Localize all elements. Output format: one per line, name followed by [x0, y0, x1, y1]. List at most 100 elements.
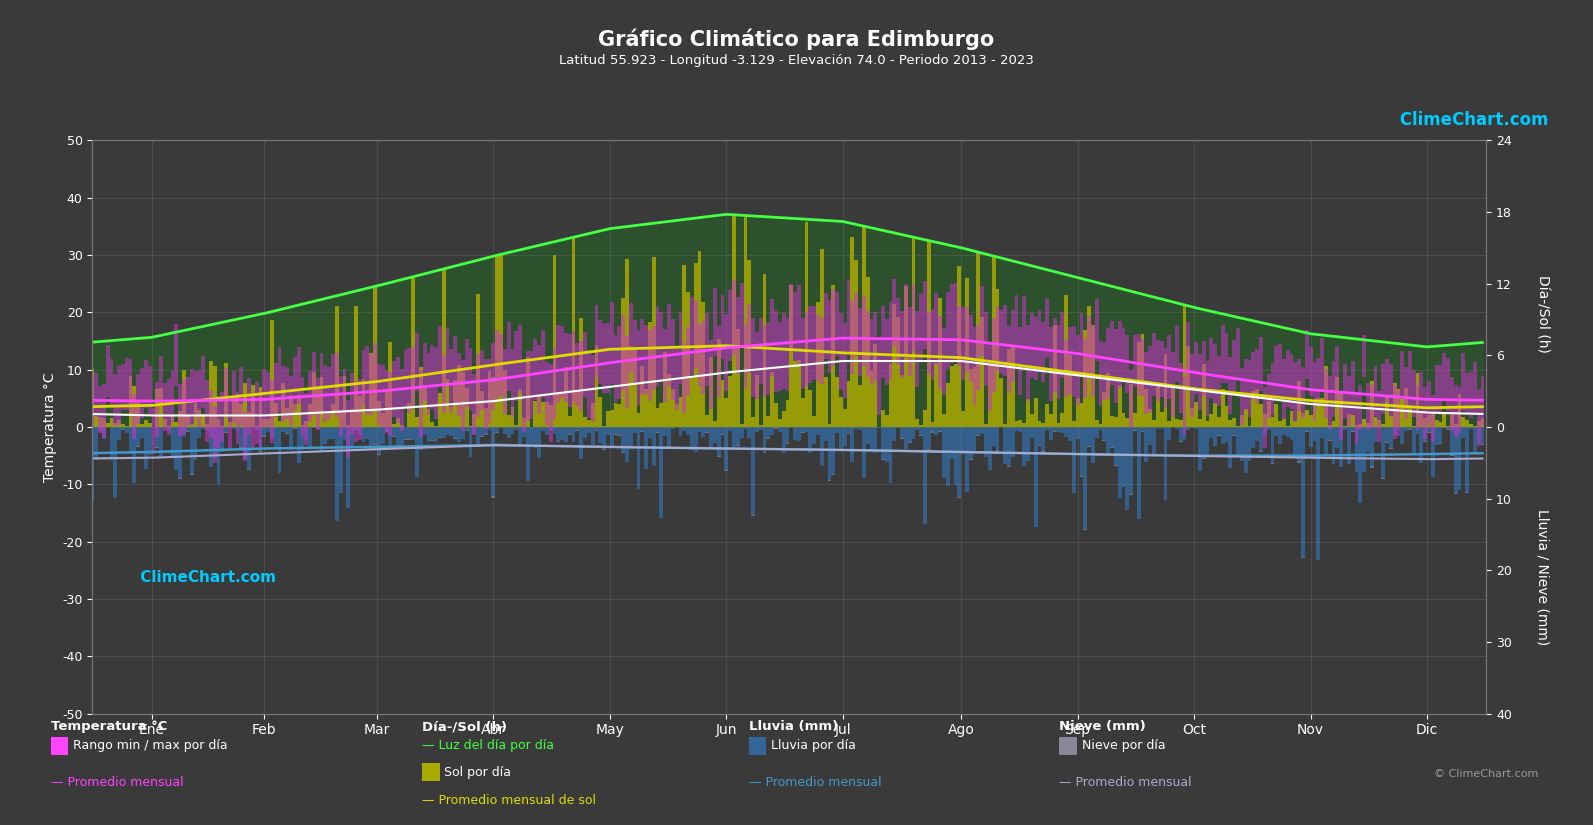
Bar: [755, 332, 758, 398]
Bar: [763, 427, 766, 452]
Bar: [695, 301, 698, 368]
Bar: [323, 414, 327, 427]
Bar: [1141, 339, 1144, 396]
Bar: [1056, 422, 1061, 427]
Bar: [892, 279, 897, 347]
Bar: [903, 427, 908, 449]
Bar: [892, 427, 897, 441]
Bar: [774, 403, 777, 427]
Bar: [507, 427, 511, 437]
Bar: [679, 427, 682, 436]
Bar: [613, 335, 618, 403]
Bar: [282, 384, 285, 427]
Bar: [679, 397, 682, 427]
Bar: [663, 351, 667, 427]
Bar: [1359, 385, 1362, 431]
Bar: [1389, 364, 1392, 417]
Bar: [1332, 421, 1335, 427]
Bar: [1064, 427, 1069, 436]
Bar: [1438, 422, 1442, 427]
Bar: [492, 342, 495, 410]
Bar: [526, 351, 529, 421]
Bar: [656, 432, 660, 433]
Bar: [954, 427, 957, 485]
Bar: [408, 348, 411, 413]
Bar: [690, 297, 695, 375]
Bar: [1466, 421, 1469, 427]
Bar: [1392, 383, 1397, 427]
Bar: [1373, 427, 1378, 441]
Bar: [198, 427, 201, 438]
Bar: [548, 427, 553, 431]
Bar: [618, 403, 621, 427]
Bar: [1365, 427, 1370, 452]
Bar: [1354, 394, 1359, 444]
Bar: [378, 400, 381, 427]
Bar: [1015, 427, 1018, 431]
Bar: [1026, 325, 1031, 401]
Bar: [911, 237, 916, 427]
Bar: [277, 427, 282, 474]
Bar: [1129, 384, 1133, 427]
Bar: [1094, 299, 1099, 361]
Bar: [999, 310, 1004, 375]
Bar: [1069, 356, 1072, 427]
Bar: [793, 427, 796, 440]
Bar: [102, 384, 105, 437]
Bar: [384, 427, 389, 431]
Bar: [1064, 295, 1069, 427]
Bar: [1206, 361, 1209, 416]
Bar: [1365, 422, 1370, 427]
Bar: [801, 398, 804, 427]
Bar: [1198, 418, 1201, 427]
Bar: [961, 307, 965, 380]
Bar: [105, 346, 110, 398]
Bar: [1195, 342, 1198, 394]
Text: Día-/Sol (h): Día-/Sol (h): [1536, 275, 1548, 352]
Bar: [824, 377, 827, 427]
Bar: [1359, 427, 1362, 503]
Bar: [935, 427, 938, 435]
Bar: [1137, 334, 1141, 395]
Bar: [1392, 385, 1397, 439]
Bar: [1086, 305, 1091, 427]
Bar: [908, 427, 911, 442]
Text: — Promedio mensual: — Promedio mensual: [1059, 776, 1192, 789]
Bar: [293, 427, 296, 428]
Bar: [441, 356, 446, 412]
Bar: [556, 325, 561, 403]
Bar: [479, 436, 484, 437]
Bar: [301, 427, 304, 450]
Bar: [217, 427, 220, 484]
Bar: [350, 409, 354, 427]
Bar: [1354, 427, 1359, 472]
Bar: [1195, 402, 1198, 427]
Bar: [335, 353, 339, 417]
Bar: [884, 319, 889, 384]
Bar: [1252, 427, 1255, 448]
Bar: [1214, 427, 1217, 446]
Bar: [1408, 407, 1411, 427]
Bar: [1110, 416, 1114, 427]
Bar: [159, 389, 162, 427]
Bar: [175, 427, 178, 470]
Bar: [225, 368, 228, 417]
Bar: [1163, 427, 1168, 500]
Bar: [1023, 423, 1026, 427]
Bar: [250, 385, 255, 427]
Bar: [170, 416, 175, 427]
Bar: [851, 427, 854, 462]
Bar: [529, 351, 534, 418]
Bar: [1340, 427, 1343, 467]
Bar: [121, 424, 124, 427]
Bar: [1416, 373, 1419, 427]
Bar: [835, 427, 840, 433]
Bar: [1294, 362, 1297, 422]
Bar: [796, 427, 801, 441]
Bar: [209, 390, 213, 437]
Bar: [1247, 361, 1252, 417]
Bar: [1335, 346, 1340, 403]
Bar: [269, 320, 274, 427]
Bar: [296, 394, 301, 427]
Bar: [1403, 367, 1408, 419]
